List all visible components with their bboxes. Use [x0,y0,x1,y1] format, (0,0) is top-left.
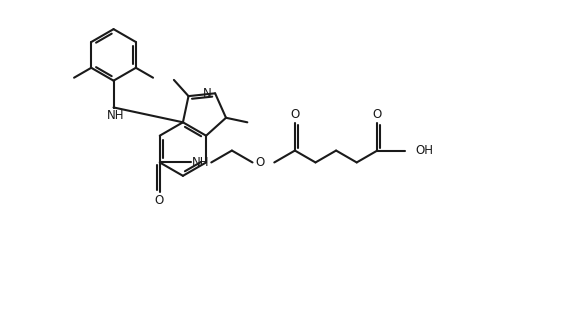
Text: OH: OH [415,144,433,157]
Text: O: O [373,108,382,121]
Text: O: O [290,108,300,121]
Text: NH: NH [107,109,125,122]
Text: N: N [203,87,211,100]
Text: O: O [256,156,265,169]
Text: O: O [154,194,164,207]
Text: NH: NH [192,156,209,169]
